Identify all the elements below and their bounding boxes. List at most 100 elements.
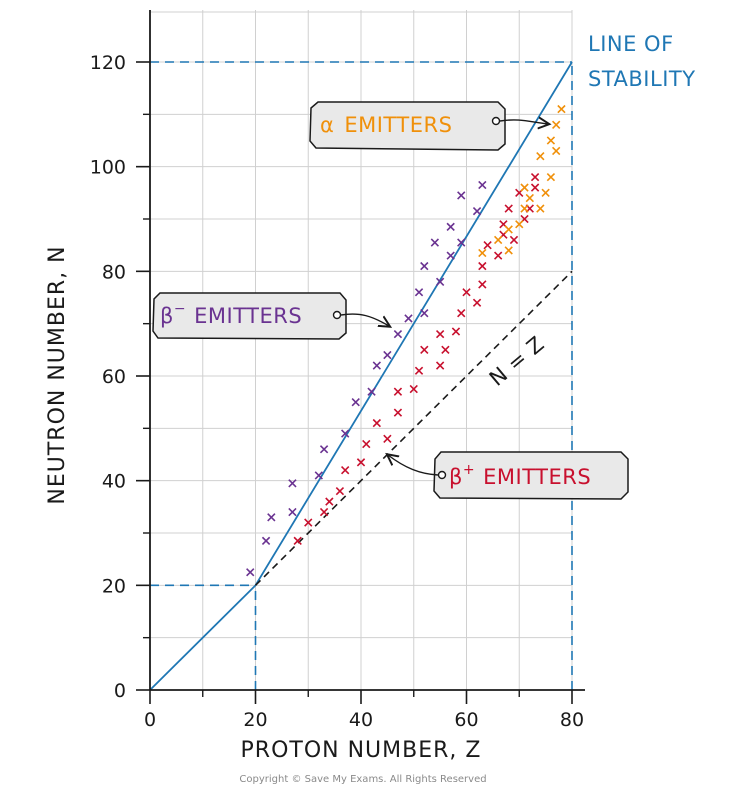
alpha-emitter-point [546,136,556,145]
beta-plus-emitter-point [293,536,302,546]
beta-plus-emitter-point [472,298,482,307]
beta-minus-emitter-point [446,222,455,232]
beta-minus-emitter-point [341,429,350,438]
y-tick-label: 120 [90,52,126,74]
curves [149,61,573,691]
data-points [246,104,566,577]
alpha-emitter-point [536,204,545,213]
beta-minus-emitter-point [261,536,271,546]
beta-minus-emitter-point [430,238,440,247]
point-stroke [525,193,534,203]
beta-minus-emitter-point [393,329,403,339]
point-stroke [314,471,323,480]
beta-minus-emitter-point [457,191,466,200]
point-stroke [462,288,471,297]
point-stroke [325,497,334,506]
alpha-emitter-point [515,220,524,229]
point-stroke [293,536,302,546]
beta-minus-emitter-point [478,180,487,190]
point-stroke [530,172,540,182]
point-stroke [536,204,545,213]
point-stroke [362,439,371,449]
y-tick-label: 0 [114,680,126,702]
beta-minus-emitter-point [435,277,445,286]
beta-minus-emitter-point [472,206,482,216]
beta-plus-emitter-point [483,241,492,250]
beta-minus-emitter-point [246,568,255,577]
stability-label-line1: LINE OF [588,32,674,56]
point-stroke [404,314,413,323]
point-stroke [435,277,445,286]
alpha-emitter-point [520,204,529,213]
x-tick-label: 60 [454,709,478,731]
reference-lines [150,61,573,690]
point-stroke [393,408,403,417]
beta-minus-callout-label: β− EMITTERS [160,301,302,328]
beta-plus-emitter-point [372,418,381,428]
point-stroke [304,518,313,527]
y-tick-label: 100 [90,157,126,179]
point-stroke [520,183,529,192]
point-stroke [504,246,513,255]
point-stroke [393,329,403,339]
point-stroke [552,120,561,129]
point-stroke [267,513,276,522]
point-stroke [504,225,513,234]
point-stroke [319,445,329,454]
beta-minus-emitter-point [367,387,376,396]
beta-plus-emitter-point [435,361,445,370]
beta-plus-emitter-point [451,327,461,336]
beta-plus-emitter-point [356,458,366,467]
point-stroke [472,206,482,216]
point-stroke [261,536,271,546]
axes: 0 20 40 60 80 100 120 0 20 40 60 80 [90,10,585,731]
alpha-emitter-point [536,152,545,161]
beta-minus-emitter-point [404,314,413,323]
beta-plus-emitter-point [504,204,513,213]
point-stroke [441,345,450,354]
point-stroke [341,466,350,475]
alpha-emitter-point [546,172,556,182]
point-stroke [472,298,482,307]
point-stroke [478,261,487,271]
point-stroke [446,222,455,232]
y-axis-label: NEUTRON NUMBER, N [45,245,70,504]
x-tick-label: 80 [560,709,584,731]
point-stroke [478,280,487,289]
point-stroke [457,309,466,318]
x-tick-label: 20 [243,709,267,731]
point-stroke [409,384,418,394]
x-tick-label: 40 [349,709,373,731]
point-stroke [356,458,366,467]
beta-plus-emitter-point [325,497,334,506]
alpha-emitter-point [504,246,513,255]
n-equals-z-label: N = Z [485,332,549,391]
beta-plus-emitter-point [393,387,403,396]
point-stroke [509,235,519,245]
point-stroke [478,180,487,190]
beta-plus-emitter-point [441,345,450,354]
x-axis-label: PROTON NUMBER, Z [241,738,482,763]
point-stroke [446,251,455,260]
alpha-emitter-point [552,120,561,129]
point-stroke [478,248,487,258]
point-stroke [372,361,381,370]
alpha-emitter-point [557,104,566,114]
point-stroke [383,434,392,443]
beta-plus-emitter-point [304,518,313,527]
point-stroke [288,507,297,517]
beta-minus-emitter-point [414,288,424,297]
point-stroke [288,479,297,488]
beta-minus-emitter-point [457,238,466,247]
y-tick-label: 60 [102,366,126,388]
beta-minus-emitter-point [288,507,297,517]
beta-plus-emitter-point [383,434,392,443]
point-stroke [520,204,529,213]
alpha-emitter-point [493,235,503,245]
beta-plus-emitter-point [362,439,371,449]
point-stroke [414,366,424,375]
beta-minus-emitter-point [288,479,297,488]
point-stroke [552,146,561,156]
beta-plus-callout-label: β+ EMITTERS [449,462,591,489]
